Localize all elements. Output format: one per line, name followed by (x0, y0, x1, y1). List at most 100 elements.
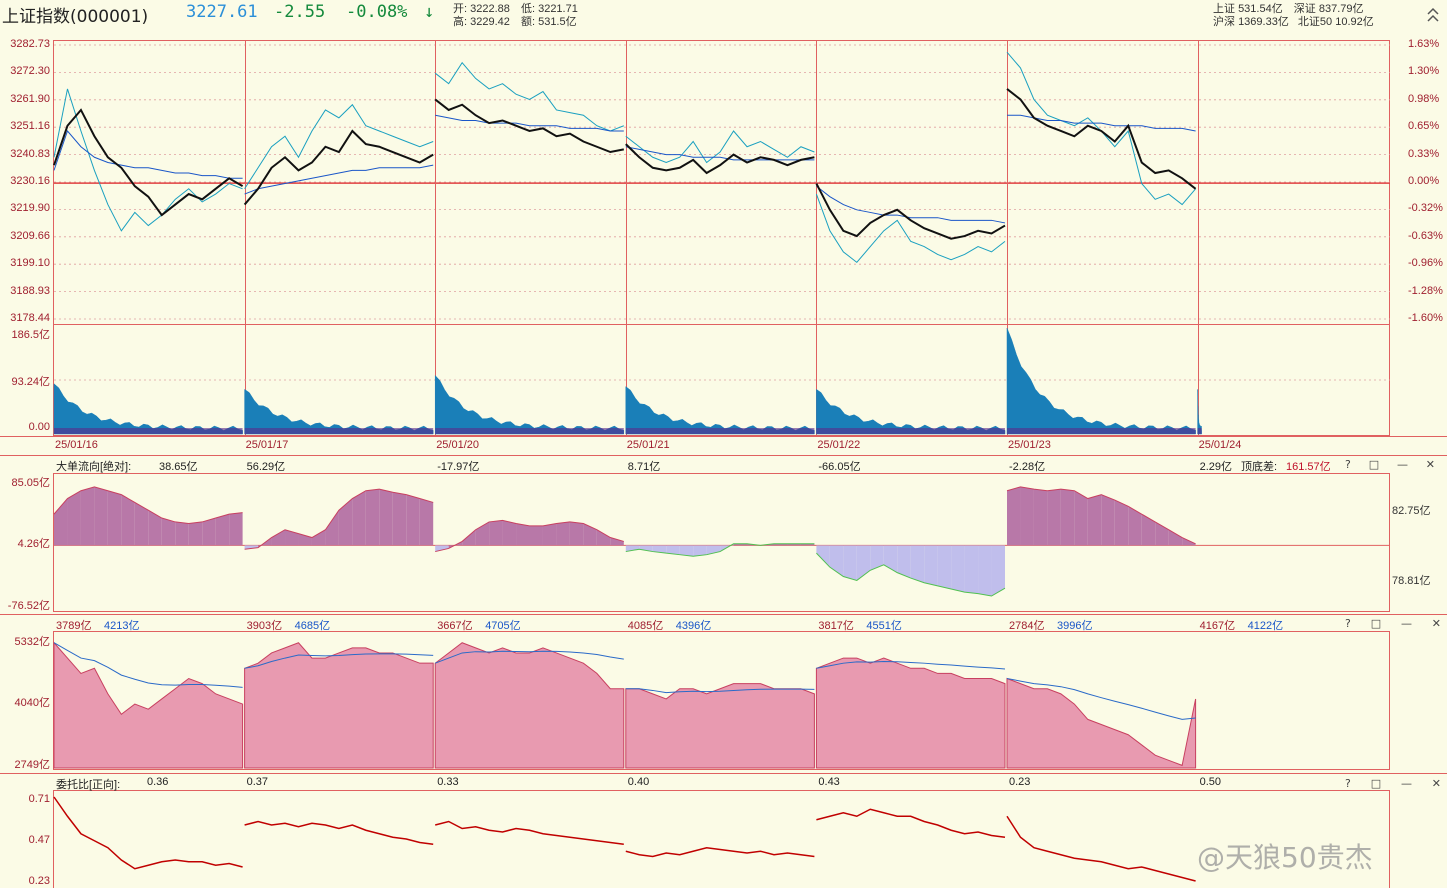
inflow-area (202, 518, 216, 546)
panel1-minimize-icon[interactable]: — (1396, 458, 1408, 471)
panel2-help-icon[interactable]: ? (1345, 617, 1351, 630)
index-price-line (434, 98, 624, 154)
panel1-maximize-icon[interactable]: □ (1368, 458, 1380, 471)
volume-bars (53, 383, 243, 435)
high-value: 3229.42 (470, 16, 510, 28)
ratio-line (435, 820, 624, 845)
index-price-line (815, 183, 1006, 240)
panel2-close-icon[interactable]: ✕ (1431, 617, 1441, 630)
outflow-area (652, 545, 667, 554)
outflow-area (964, 545, 979, 594)
double-chevron-up-icon[interactable] (1424, 4, 1442, 26)
inflow-area (556, 521, 570, 546)
panel1-close-icon[interactable]: ✕ (1425, 458, 1435, 471)
panel2-maximize-icon[interactable]: □ (1370, 617, 1382, 630)
sell-order-value: 4085亿 (627, 620, 664, 632)
pct-axis-label: 0.98% (1408, 92, 1440, 105)
inflow-area (107, 490, 122, 546)
date-label: 25/01/22 (817, 439, 861, 451)
big-order-axis-label: -76.52亿 (7, 600, 50, 612)
inflow-area (1141, 514, 1156, 546)
avg-price-line (435, 114, 624, 132)
sell-order-value: 2784亿 (1009, 620, 1045, 632)
inflow-area (54, 498, 68, 546)
outflow-area (991, 545, 1005, 597)
price-axis-label: 3199.10 (10, 257, 50, 270)
panel2-minimize-icon[interactable]: — (1400, 617, 1412, 630)
ratio-line (244, 820, 434, 845)
pct-axis-label: -0.96% (1408, 257, 1443, 270)
inflow-area (516, 523, 530, 546)
price-axis-label: 3240.83 (10, 147, 50, 160)
big-order-line (1006, 486, 1196, 545)
orders-avg-line (625, 688, 815, 694)
inflow-area (1128, 506, 1142, 546)
sz50-line (244, 103, 434, 190)
inflow-area (1060, 489, 1075, 546)
ratio-line (53, 796, 243, 870)
sell-order-value: 3903亿 (246, 620, 283, 632)
inflow-area (1101, 494, 1115, 546)
hs-value: 1369.33亿 (1238, 16, 1289, 28)
ratio-panel-frame (53, 790, 1390, 888)
panel3-close-icon[interactable]: ✕ (1431, 777, 1441, 790)
inflow-area (175, 521, 189, 546)
outflow-area (693, 545, 707, 557)
big-order-panel-frame (53, 473, 1390, 612)
volume-bars (244, 388, 434, 435)
date-label: 25/01/21 (626, 439, 670, 451)
orders-area (53, 641, 244, 769)
volume-axis-label: 93.24亿 (11, 376, 50, 388)
orders-area (1006, 677, 1197, 769)
avg-price-line (244, 164, 434, 195)
orders-axis-label: 2749亿 (14, 759, 50, 771)
ratio-day-value: 0.23 (1009, 776, 1031, 788)
ratio-axis-label: 0.23 (28, 875, 50, 887)
pct-axis-label: 1.30% (1408, 65, 1440, 78)
orders-area (434, 642, 625, 769)
outflow-area (816, 545, 830, 568)
ratio-day-value: 0.40 (627, 776, 650, 788)
inflow-area (161, 518, 176, 546)
inflow-area (610, 537, 624, 546)
inflow-area (569, 521, 584, 546)
sz-value: 837.79亿 (1318, 3, 1364, 15)
inflow-area (489, 520, 503, 546)
ratio-day-value: 0.37 (246, 776, 269, 788)
inflow-area (148, 510, 162, 546)
volume-bars (816, 388, 1006, 435)
inflow-area (1168, 529, 1183, 546)
avg-price-line (625, 146, 815, 161)
amount-value: 531.5亿 (538, 16, 577, 28)
outflow-area (625, 545, 640, 552)
price-axis-label: 3251.16 (10, 120, 50, 133)
panel3-minimize-icon[interactable]: — (1400, 777, 1412, 790)
pct-axis-label: 0.00% (1408, 175, 1440, 187)
volume-axis-label: 0.00 (28, 421, 50, 433)
price-axis-label: 3219.90 (10, 202, 50, 215)
panel1-help-icon[interactable]: ? (1345, 458, 1351, 471)
price-axis-label: 3230.16 (10, 175, 50, 187)
panel3-maximize-icon[interactable]: □ (1370, 777, 1382, 790)
buy-order-value: 4685亿 (294, 620, 331, 632)
volume-bars (434, 374, 625, 435)
sz50-line (815, 193, 1006, 264)
big-order-line (244, 488, 434, 550)
inflow-area (596, 529, 611, 546)
outflow-area (910, 545, 925, 583)
inflow-area (229, 512, 243, 546)
price-axis-label: 3178.44 (10, 312, 50, 324)
date-label: 25/01/24 (1198, 439, 1242, 451)
inflow-area (1087, 494, 1102, 546)
volume-axis-label: 186.5亿 (11, 329, 50, 341)
ratio-line (816, 808, 1006, 838)
inflow-area (94, 486, 108, 546)
big-order-day-value: 8.71亿 (627, 461, 661, 473)
ratio-day-value: 0.33 (437, 776, 459, 788)
panel3-help-icon[interactable]: ? (1345, 777, 1351, 790)
inflow-area (1007, 486, 1021, 546)
pct-axis-label: -0.32% (1408, 202, 1443, 215)
outflow-area (829, 545, 844, 577)
volume-base-bars (816, 428, 1005, 434)
